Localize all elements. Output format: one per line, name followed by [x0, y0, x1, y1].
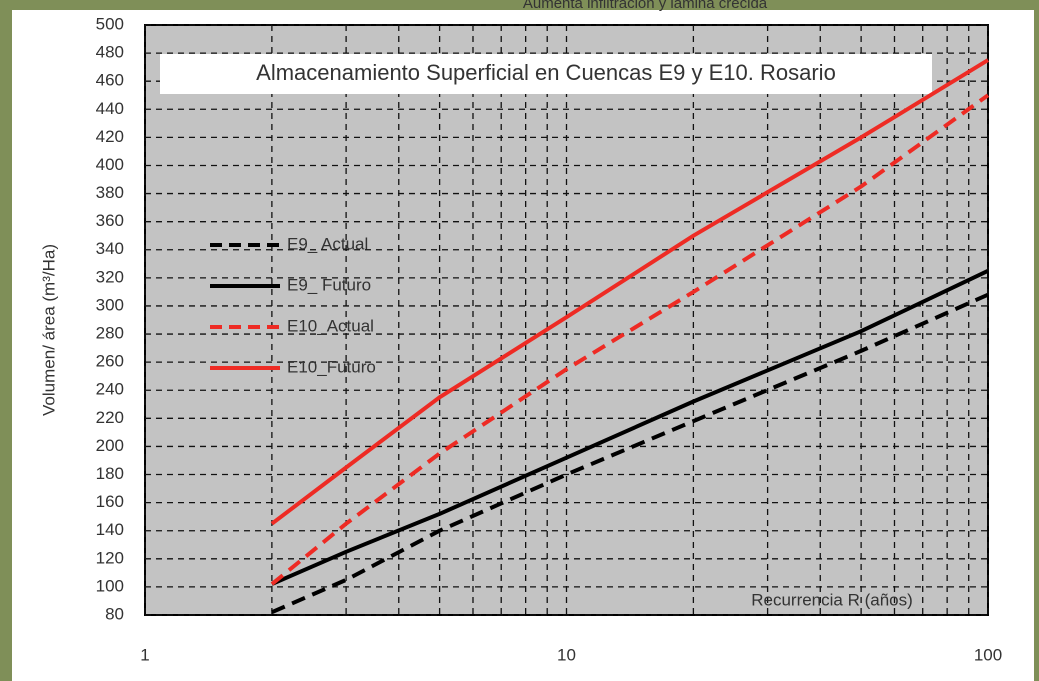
y-axis-label: Volumen/ área (m³/Ha)	[39, 244, 58, 416]
chart-title: Almacenamiento Superficial en Cuencas E9…	[256, 60, 836, 85]
y-tick-label: 440	[96, 99, 124, 118]
y-tick-label: 160	[96, 492, 124, 511]
y-tick-label: 300	[96, 295, 124, 314]
y-tick-label: 380	[96, 183, 124, 202]
y-tick-label: 480	[96, 43, 124, 62]
header-text: Aumenta infiltración y lámina crecida	[523, 0, 768, 12]
y-tick-label: 260	[96, 352, 124, 371]
legend-label: E10_Futuro	[287, 357, 376, 376]
y-tick-label: 140	[96, 520, 124, 539]
chart: Aumenta infiltración y lámina crecida Al…	[0, 0, 1039, 681]
y-tick-label: 100	[96, 576, 124, 595]
y-tick-label: 80	[105, 604, 124, 623]
y-tick-label: 120	[96, 548, 124, 567]
y-tick-label: 400	[96, 155, 124, 174]
y-tick-label: 240	[96, 380, 124, 399]
y-tick-label: 220	[96, 408, 124, 427]
x-tick-label: 100	[974, 645, 1002, 664]
y-tick-label: 180	[96, 464, 124, 483]
legend-label: E9_ Actual	[287, 234, 368, 253]
legend-label: E10_Actual	[287, 316, 374, 335]
page: {"chart_data": {"type": "line", "header"…	[0, 0, 1039, 681]
x-tick-label: 1	[140, 645, 149, 664]
y-tick-label: 320	[96, 267, 124, 286]
y-tick-label: 360	[96, 211, 124, 230]
x-axis-label: Recurrencia R (años)	[751, 590, 913, 609]
y-tick-label: 460	[96, 71, 124, 90]
legend-label: E9_ Futuro	[287, 275, 371, 294]
y-tick-label: 200	[96, 436, 124, 455]
y-tick-label: 340	[96, 239, 124, 258]
y-tick-label: 500	[96, 14, 124, 33]
x-tick-label: 10	[557, 645, 576, 664]
y-tick-label: 280	[96, 324, 124, 343]
y-tick-label: 420	[96, 127, 124, 146]
